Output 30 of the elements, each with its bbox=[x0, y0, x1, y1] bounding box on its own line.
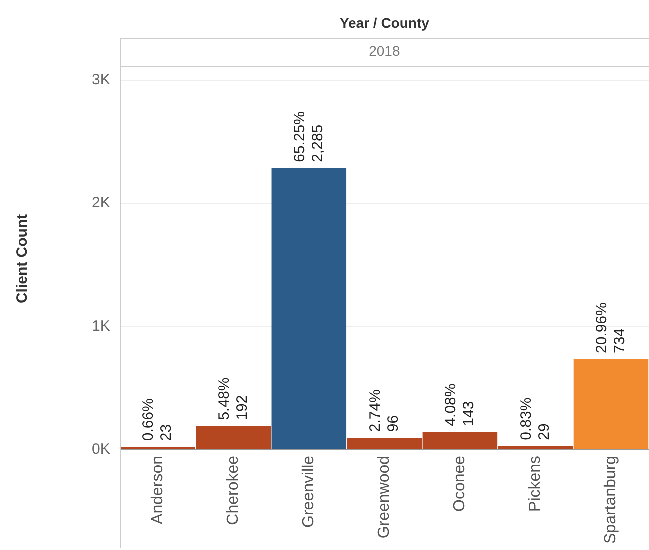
x-tick-label: Anderson bbox=[150, 456, 167, 524]
annotation: 0.66% bbox=[140, 398, 158, 442]
y-tick-label: 3K bbox=[92, 71, 110, 88]
data-label: 96 bbox=[384, 415, 402, 432]
y-tick-label: 2K bbox=[92, 194, 110, 212]
x-tick-label: Greenville bbox=[300, 456, 318, 528]
x-tick-label: Oconee bbox=[452, 456, 469, 512]
y-axis-title: Client Count bbox=[14, 214, 32, 304]
data-label: 29 bbox=[536, 424, 553, 440]
annotation: 4.08% bbox=[442, 384, 460, 426]
annotation: 5.48% bbox=[216, 378, 233, 420]
data-label: 2,285 bbox=[309, 124, 326, 162]
bar bbox=[574, 360, 649, 450]
x-tick-label: Cherokee bbox=[225, 456, 242, 526]
x-tick-label: Pickens bbox=[527, 456, 544, 512]
y-tick-label: 1K bbox=[92, 318, 110, 335]
chart-subtitle: 2018 bbox=[369, 42, 400, 59]
data-label: 143 bbox=[460, 401, 478, 426]
data-label: 23 bbox=[158, 424, 176, 442]
annotation: 65.25% bbox=[291, 112, 308, 162]
annotation: 0.83% bbox=[518, 398, 535, 440]
data-label: 192 bbox=[234, 395, 251, 420]
data-label: 734 bbox=[611, 328, 628, 354]
bar bbox=[272, 168, 347, 450]
y-tick-label: 0K bbox=[92, 441, 110, 458]
annotation: 2.74% bbox=[366, 390, 384, 432]
x-tick-label: Spartanburg bbox=[602, 456, 620, 544]
annotation: 20.96% bbox=[593, 302, 610, 354]
chart-title: Year / County bbox=[340, 14, 430, 31]
x-tick-label: Greenwood bbox=[376, 456, 394, 539]
